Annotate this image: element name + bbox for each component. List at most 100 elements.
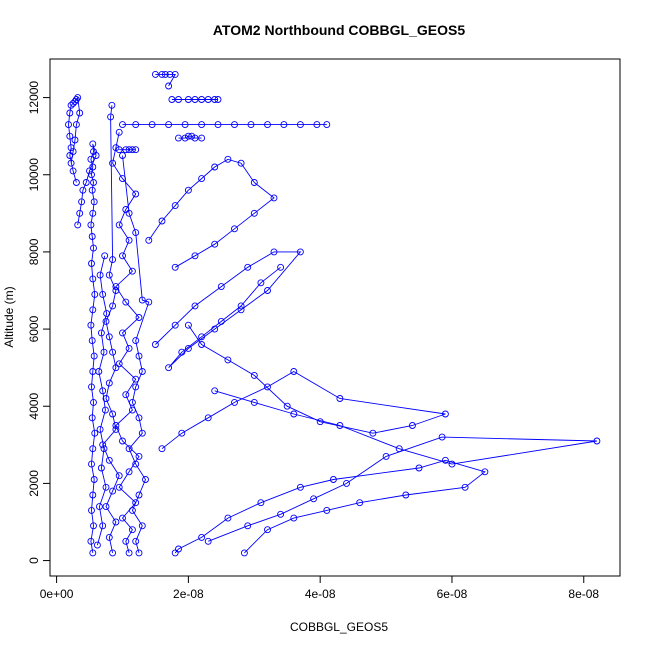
data-point <box>145 236 153 244</box>
data-point <box>135 414 143 422</box>
data-point <box>158 445 166 453</box>
x-tick-label: 6e-08 <box>437 587 468 601</box>
y-axis: 0 2000 4000 6000 8000 10000 12000 <box>27 81 51 564</box>
data-point <box>415 464 423 472</box>
data-point <box>264 526 271 534</box>
data-point <box>128 526 136 534</box>
y-tick-label: 4000 <box>27 393 41 420</box>
data-point <box>122 391 130 399</box>
data-point <box>369 429 377 437</box>
series-line <box>174 459 486 554</box>
data-point <box>191 96 199 103</box>
series-flight-leg-10650 <box>115 146 140 154</box>
data-point <box>105 456 113 464</box>
data-point <box>119 329 126 337</box>
data-point <box>91 429 99 437</box>
data-point <box>264 383 271 391</box>
data-point <box>82 179 90 186</box>
data-point <box>115 472 123 480</box>
data-point <box>171 70 179 78</box>
data-point <box>175 545 182 553</box>
series-profile-high-5 <box>145 155 278 271</box>
data-point <box>87 221 95 229</box>
y-tick-label: 12000 <box>27 81 41 115</box>
data-point <box>67 159 75 167</box>
series-line <box>161 324 446 450</box>
data-point <box>101 406 109 414</box>
data-point <box>108 101 116 109</box>
series-line <box>155 251 302 369</box>
data-point <box>115 128 123 136</box>
data-point <box>250 179 258 186</box>
data-point <box>132 146 140 154</box>
data-point <box>102 395 110 402</box>
data-point <box>88 337 96 345</box>
data-point <box>100 348 108 356</box>
data-point <box>151 70 159 78</box>
data-point <box>122 298 130 306</box>
data-point <box>204 96 212 103</box>
series-flight-leg-10950 <box>175 132 206 142</box>
data-point <box>88 383 95 391</box>
y-tick-label: 0 <box>27 557 41 564</box>
data-point <box>211 240 219 248</box>
data-point <box>224 356 232 364</box>
series-profile-low-5 <box>93 252 111 549</box>
data-point <box>217 317 225 325</box>
data-point <box>105 271 113 279</box>
data-point <box>95 368 103 375</box>
data-point <box>99 387 107 395</box>
data-point <box>448 460 456 468</box>
data-point <box>95 503 103 511</box>
series-line <box>178 135 202 139</box>
data-point <box>79 186 87 194</box>
data-point <box>198 134 206 142</box>
data-point <box>125 344 133 352</box>
data-point <box>184 344 192 352</box>
data-point <box>103 310 111 318</box>
data-point <box>66 132 74 140</box>
data-point <box>107 113 115 121</box>
series-line <box>77 143 97 553</box>
data-point <box>125 209 133 217</box>
data-point <box>138 429 146 437</box>
series-profile-top-left <box>65 94 84 186</box>
data-point <box>88 414 96 422</box>
data-point <box>270 248 278 256</box>
data-point <box>211 387 219 395</box>
data-point <box>72 96 80 103</box>
x-tick-label: 8e-08 <box>568 587 599 601</box>
data-point <box>191 252 199 260</box>
data-point <box>93 541 101 549</box>
data-point <box>198 121 206 129</box>
series-line <box>148 158 275 268</box>
data-point <box>119 437 126 445</box>
data-point <box>237 159 245 167</box>
data-point <box>175 134 182 142</box>
series-profile-high-2 <box>204 387 601 545</box>
data-point <box>191 134 199 142</box>
data-point <box>171 202 179 210</box>
data-point <box>132 499 140 507</box>
data-point <box>161 70 169 78</box>
y-axis-label: Altitude (m) <box>2 286 16 347</box>
data-point <box>125 549 133 557</box>
data-point <box>66 109 74 117</box>
y-tick-label: 10000 <box>27 158 41 192</box>
data-point <box>102 503 110 511</box>
series-profile-low-4 <box>119 152 153 557</box>
data-point <box>109 348 117 356</box>
data-point <box>356 499 364 507</box>
data-point <box>247 121 255 129</box>
data-point <box>402 491 410 499</box>
series-line <box>155 73 176 87</box>
data-point <box>125 445 133 453</box>
data-point <box>125 468 133 476</box>
series-flight-leg-12600 <box>151 70 179 90</box>
data-point <box>125 236 133 244</box>
data-point <box>283 402 291 410</box>
data-point <box>122 537 130 545</box>
data-point <box>198 341 206 348</box>
data-point <box>240 549 248 557</box>
data-point <box>87 155 95 163</box>
